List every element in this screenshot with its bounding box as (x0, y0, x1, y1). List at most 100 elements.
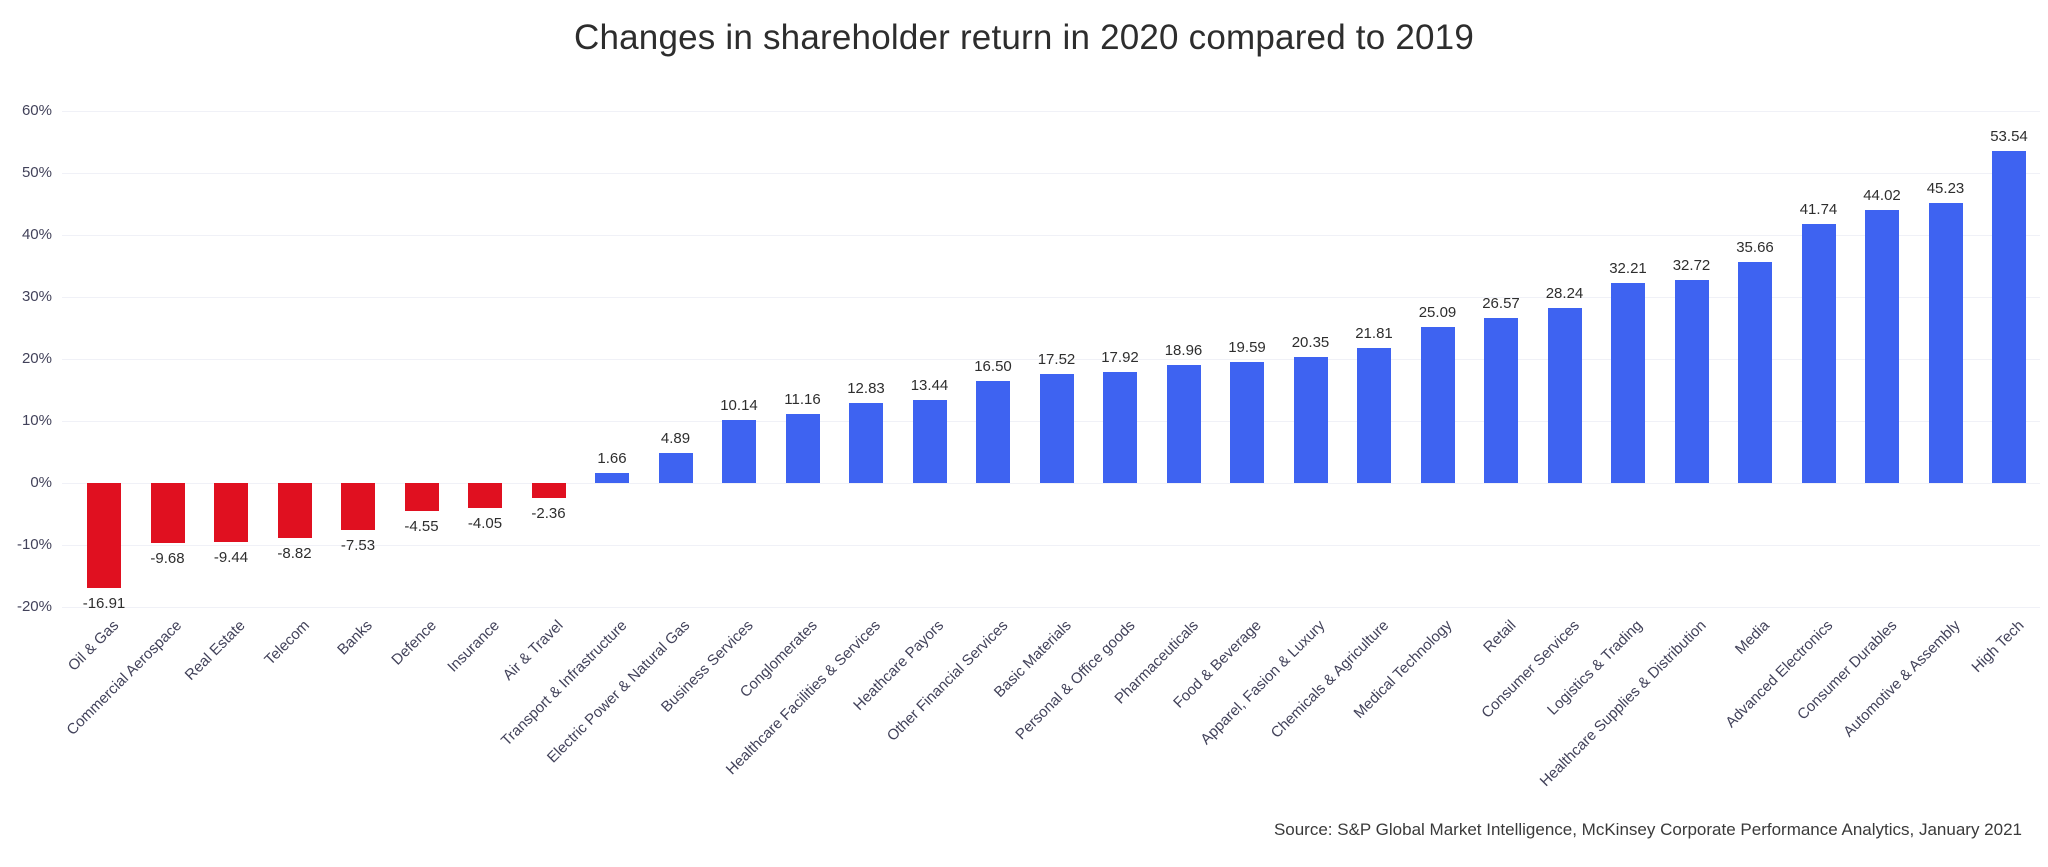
bar-value-label: 44.02 (1863, 187, 1901, 205)
bar[interactable] (1928, 202, 1963, 483)
y-axis-tick-label: -10% (16, 536, 52, 553)
bar[interactable] (531, 483, 566, 498)
bar-value-label: 21.81 (1355, 324, 1393, 342)
y-axis-tick-label: 60% (21, 102, 52, 119)
bar-value-label: 16.50 (974, 357, 1012, 375)
bar-value-label: 1.66 (597, 449, 627, 467)
bar-value-label: 25.09 (1418, 304, 1457, 322)
bar-value-label: 18.96 (1164, 342, 1203, 360)
bar[interactable] (150, 483, 185, 544)
x-axis-category-label: Insurance (444, 617, 504, 676)
bar[interactable] (1992, 151, 2026, 483)
bar[interactable] (976, 380, 1010, 483)
bar-value-label: 20.35 (1291, 333, 1330, 351)
bar-value-label: 17.92 (1101, 348, 1139, 366)
bar-value-label: -16.91 (82, 594, 126, 612)
grid-line (62, 296, 2040, 298)
bar-value-label: -4.05 (467, 515, 503, 533)
x-axis-category-label: Other Financial Services (883, 617, 1012, 745)
bar[interactable] (1230, 361, 1264, 483)
x-axis-category-label: Oil & Gas (64, 617, 123, 675)
bar-value-label: 45.23 (1926, 179, 1965, 197)
bar[interactable] (785, 413, 820, 483)
x-axis-category-label: Retail (1479, 617, 1520, 657)
bar[interactable] (1611, 283, 1645, 483)
y-axis-tick-label: 20% (21, 350, 52, 367)
x-axis-category-label: Real Estate (182, 617, 250, 684)
bar-value-label: 32.21 (1609, 260, 1647, 278)
bar-value-label: 17.52 (1037, 351, 1076, 369)
bar-value-label: 35.66 (1736, 238, 1774, 256)
x-axis-category-label: Banks (334, 617, 377, 659)
bar-value-label: 19.59 (1228, 338, 1266, 356)
x-axis-category-label: Chemicals & Agriculture (1267, 617, 1393, 742)
grid-line (62, 544, 2040, 546)
y-axis-tick-label: 10% (21, 412, 52, 429)
bar[interactable] (1865, 210, 1899, 483)
grid-line (62, 234, 2040, 236)
grid-line (62, 110, 2040, 112)
bar-value-label: 53.54 (1990, 128, 2028, 146)
bar[interactable] (849, 403, 883, 483)
bar[interactable] (1484, 318, 1518, 483)
bar-value-label: 41.74 (1799, 201, 1838, 219)
x-axis-category-label: Apparel, Fasion & Luxury (1197, 617, 1329, 749)
x-axis-category-label: Commercial Aerospace (63, 617, 186, 739)
grid-line (62, 358, 2040, 360)
bar[interactable] (1738, 261, 1772, 483)
bar[interactable] (1420, 327, 1455, 483)
bar-value-label: 4.89 (660, 429, 691, 447)
bar-value-label: -4.55 (404, 518, 439, 536)
x-axis-category-label: Personal & Office goods (1011, 617, 1139, 744)
bar[interactable] (87, 483, 121, 588)
bar[interactable] (1674, 280, 1709, 483)
bar[interactable] (1039, 374, 1074, 483)
grid-line (62, 482, 2040, 484)
y-axis-tick-label: 50% (21, 164, 52, 181)
bar[interactable] (341, 483, 375, 530)
x-axis-category-label: Automotive & Assembly (1840, 617, 1964, 741)
bar-value-label: -7.53 (340, 536, 376, 554)
x-axis-category-label: Air & Travel (499, 617, 567, 684)
x-axis-category-label: Media (1732, 617, 1774, 658)
bar[interactable] (595, 472, 629, 483)
x-axis-category-label: Defence (387, 617, 440, 669)
y-axis-tick-label: 0% (30, 474, 52, 491)
bar-value-label: -2.36 (531, 504, 566, 522)
x-axis-category-label: High Tech (1968, 617, 2028, 676)
bar[interactable] (1103, 371, 1137, 483)
bar[interactable] (404, 483, 439, 512)
bar[interactable] (277, 483, 312, 538)
x-axis-category-label: Telecom (261, 617, 313, 669)
chart-title: Changes in shareholder return in 2020 co… (573, 18, 1474, 57)
bar[interactable] (468, 483, 502, 509)
x-axis-category-label: Transport & Infrastructure (497, 617, 631, 750)
bar-value-label: 10.14 (720, 397, 758, 415)
bar[interactable] (1357, 347, 1391, 483)
x-axis-category-label: Advanced Electronics (1722, 617, 1837, 732)
bar[interactable] (658, 452, 693, 483)
bar[interactable] (1801, 224, 1836, 483)
bar-value-label: 28.24 (1545, 284, 1584, 302)
bar[interactable] (1293, 356, 1328, 483)
grid-line (62, 172, 2040, 174)
y-axis-tick-label: -20% (16, 598, 52, 615)
bar[interactable] (1166, 365, 1201, 483)
y-axis-tick-label: 30% (21, 288, 52, 305)
bar-value-label: -9.68 (150, 550, 185, 568)
bar[interactable] (912, 399, 947, 483)
bar-value-label: 11.16 (784, 390, 821, 408)
bar-value-label: -8.82 (277, 544, 312, 562)
bar-value-label: 26.57 (1482, 295, 1520, 313)
bar-value-label: 12.83 (847, 380, 885, 398)
bar-value-label: -9.44 (213, 548, 249, 566)
bar[interactable] (214, 483, 248, 542)
grid-line (62, 606, 2040, 608)
bar-value-label: 13.44 (910, 376, 949, 394)
bar[interactable] (1547, 307, 1582, 483)
source-caption: Source: S&P Global Market Intelligence, … (1273, 820, 2022, 839)
bar-value-label: 32.72 (1672, 257, 1711, 275)
y-axis-tick-label: 40% (21, 226, 52, 243)
bar[interactable] (722, 420, 756, 483)
